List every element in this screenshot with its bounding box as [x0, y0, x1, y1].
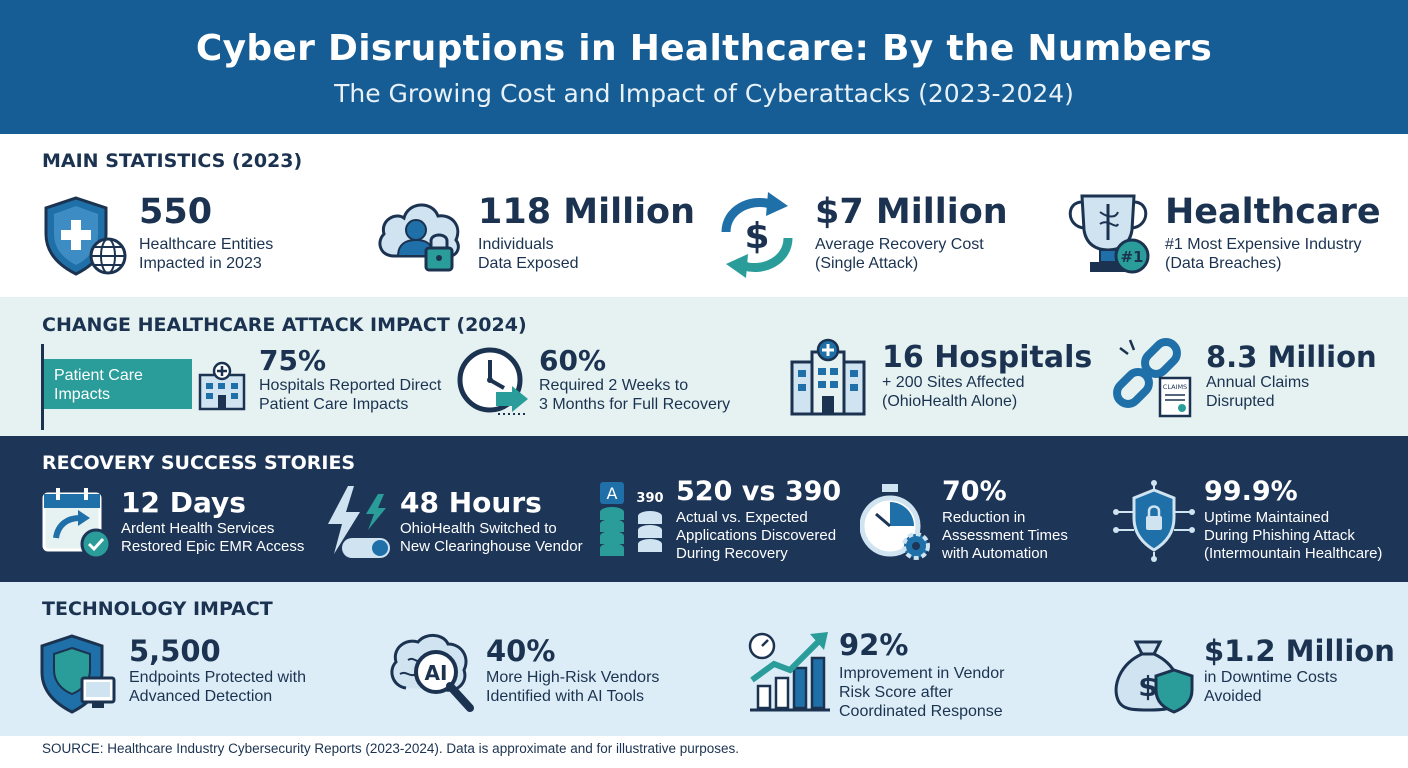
recovery-success-section: RECOVERY SUCCESS STORIES 12 Days Ardent … [0, 436, 1408, 582]
stat-value: 12 Days [121, 486, 246, 519]
svg-text:390: 390 [636, 491, 663, 506]
section-title-change-healthcare: CHANGE HEALTHCARE ATTACK IMPACT (2024) [42, 314, 527, 336]
stat-value: 40% [486, 634, 556, 668]
trophy-icon: #1 [1060, 190, 1158, 285]
stat-description: Individuals Data Exposed [478, 236, 579, 272]
stat-description: Average Recovery Cost (Single Attack) [815, 236, 984, 272]
money-bag-shield-icon: $ [1110, 630, 1196, 719]
section-title-main-statistics: MAIN STATISTICS (2023) [42, 150, 303, 172]
stat-value: 75% [259, 344, 327, 377]
section-title-technology: TECHNOLOGY IMPACT [42, 598, 273, 620]
stat-value: $1.2 Million [1204, 634, 1395, 668]
stat-value: $7 Million [815, 192, 1008, 232]
stat-description: Actual vs. Expected Applications Discover… [676, 509, 837, 562]
stat-value: 60% [539, 344, 607, 377]
hospital-icon [196, 361, 248, 416]
hospital-building-icon [788, 338, 868, 421]
svg-text:A: A [607, 484, 618, 503]
source-footnote: SOURCE: Healthcare Industry Cybersecurit… [42, 741, 740, 756]
patient-care-tag: Patient Care Impacts [44, 359, 192, 409]
svg-text:AI: AI [425, 661, 448, 685]
stat-description: More High-Risk Vendors Identified with AI… [486, 669, 660, 705]
header-banner: Cyber Disruptions in Healthcare: By the … [0, 0, 1408, 134]
stat-value: 70% [942, 476, 1007, 507]
stat-description: Endpoints Protected with Advanced Detecti… [129, 669, 306, 705]
svg-text:CLAIMS: CLAIMS [1163, 383, 1187, 391]
stat-value: 550 [139, 192, 213, 232]
technology-impact-section: TECHNOLOGY IMPACT 5,500 Endpoints Protec… [0, 582, 1408, 736]
stat-value: Healthcare [1165, 192, 1381, 232]
main-statistics-section: MAIN STATISTICS (2023) 550 Healthcare En… [0, 134, 1408, 297]
stat-description: Improvement in Vendor Risk Score after Coo… [839, 665, 1005, 720]
stat-description: in Downtime Costs Avoided [1204, 669, 1338, 705]
app-stacks-icon: A 390 [596, 480, 668, 567]
stat-value: 48 Hours [400, 486, 542, 519]
shield-network-icon [1112, 480, 1196, 567]
stat-value: 16 Hospitals [882, 340, 1093, 375]
stat-value: 520 vs 390 [676, 476, 842, 507]
stat-description: + 200 Sites Affected (OhioHealth Alone) [882, 374, 1025, 410]
shield-monitor-icon [38, 632, 118, 721]
page-title: Cyber Disruptions in Healthcare: By the … [195, 28, 1213, 69]
shield-globe-icon [40, 194, 128, 283]
footer-band [0, 736, 1408, 768]
stopwatch-gear-icon [859, 482, 934, 567]
stat-description: Uptime Maintained During Phishing Attack(… [1204, 509, 1383, 562]
stat-value: 5,500 [129, 634, 221, 668]
stat-description: Healthcare Entities Impacted in 2023 [139, 236, 274, 272]
stat-description: OhioHealth Switched to New Clearinghouse … [400, 520, 583, 555]
ai-brain-icon: AI [386, 630, 478, 721]
stat-description: Reduction in Assessment Times with Automat… [942, 509, 1068, 562]
svg-text:$: $ [744, 216, 769, 257]
clock-arrow-icon [456, 344, 532, 423]
growth-chart-icon [744, 630, 832, 719]
stat-description: Ardent Health Services Restored Epic EMR … [121, 520, 305, 555]
svg-text:$: $ [1138, 670, 1157, 703]
cloud-user-lock-icon [372, 190, 466, 283]
lightning-toggle-icon [320, 484, 394, 567]
tag-divider [41, 344, 44, 430]
stat-description: #1 Most Expensive Industry (Data Breaches… [1165, 236, 1362, 272]
broken-chain-icon: CLAIMS [1112, 334, 1194, 423]
stat-description: Annual Claims Disrupted [1206, 374, 1310, 410]
dollar-cycle-icon: $ [712, 192, 802, 283]
stat-value: 8.3 Million [1206, 340, 1377, 374]
stat-description: Required 2 Weeks to 3 Months for Full Rec… [539, 377, 731, 413]
calendar-check-icon [40, 484, 114, 567]
stat-value: 92% [839, 628, 909, 662]
page-subtitle: The Growing Cost and Impact of Cyberatta… [334, 79, 1074, 108]
stat-description: Hospitals Reported Direct Patient Care Im… [259, 377, 442, 413]
stat-value: 99.9% [1204, 476, 1298, 507]
svg-text:#1: #1 [1120, 248, 1143, 266]
section-title-recovery: RECOVERY SUCCESS STORIES [42, 452, 356, 474]
stat-value: 118 Million [478, 192, 696, 232]
